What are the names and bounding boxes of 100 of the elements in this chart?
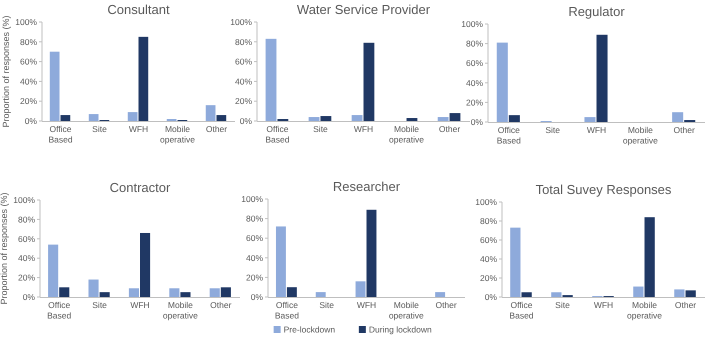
bar [100,292,110,297]
bar [633,286,644,297]
bar [356,281,366,297]
x-tick-label: WFH [356,300,376,310]
bar [521,292,532,297]
y-tick-label: 20% [480,272,498,283]
x-tick-label: Other [674,300,696,310]
bar [584,117,596,122]
bar [352,115,362,121]
bar [88,114,99,121]
x-tick-label: Mobile operative [622,125,658,146]
y-tick-label: 0% [470,116,484,127]
bar [364,42,374,121]
bar [286,287,297,297]
x-tick-label: Site [555,300,570,310]
x-tick-label: WFH [128,124,148,134]
bar [686,290,696,297]
y-tick-label: 0% [240,116,252,126]
y-tick-label: 60% [246,233,264,244]
x-tick-label: Other [210,300,232,310]
chart-title: Water Service Provider [296,2,431,17]
bar [672,112,684,122]
legend-label: During lockdown [368,324,432,335]
bar [435,292,446,297]
bar [128,112,138,121]
bar [50,52,60,121]
y-tick-label: 80% [466,38,484,49]
y-tick-label: 40% [466,78,484,88]
bar [48,244,58,297]
bar [674,289,685,297]
chart-title: Researcher [332,179,401,194]
x-tick-label: Mobile operative [389,124,424,144]
bar [206,105,216,121]
bar [210,288,220,297]
bar [551,292,562,297]
bar [216,115,226,121]
y-tick-label: 100% [15,16,38,27]
y-tick-label: 20% [234,96,252,106]
x-tick-label: Mobile operative [162,300,198,320]
x-tick-label: WFH [130,300,150,310]
y-axis-title: Proportion of responses (%) [0,192,9,305]
x-tick-label: Other [438,124,460,134]
x-tick-label: Office Based [48,124,73,144]
x-tick-label: WFH [586,125,606,135]
y-tick-label: 100% [230,16,252,27]
chart-title: Regulator [568,4,626,19]
y-tick-label: 20% [20,96,38,106]
y-axis-title: Proportion of responses (%) [1,15,11,128]
y-tick-label: 80% [480,216,498,226]
bar [140,232,150,297]
y-tick-label: 0% [484,292,498,302]
x-tick-label: Other [435,300,457,310]
chart-title: Contractor [110,180,172,195]
x-tick-label: Office Based [265,124,290,144]
bar [128,288,139,297]
bar [220,287,231,297]
x-tick-label: Site [313,124,328,134]
bar [308,117,320,121]
y-tick-label: 0% [22,292,36,302]
y-tick-label: 60% [234,56,252,67]
y-tick-label: 60% [466,58,484,68]
bar [316,292,326,297]
x-tick-label: Other [206,124,228,134]
y-tick-label: 20% [466,97,484,108]
y-tick-label: 0% [24,116,38,126]
bar [406,118,418,121]
y-tick-label: 20% [18,272,36,283]
x-tick-label: Other [674,125,695,135]
bar [496,42,508,122]
y-tick-label: 100% [461,18,484,29]
y-tick-label: 40% [234,76,252,86]
bar [276,226,286,297]
y-tick-label: 40% [20,76,38,86]
y-tick-label: 80% [234,36,252,47]
y-tick-label: 40% [480,254,498,264]
y-tick-label: 0% [250,292,264,302]
y-tick-label: 100% [13,194,36,205]
bar [510,228,520,297]
y-tick-label: 80% [18,214,36,224]
chart-title: Consultant [107,2,170,17]
bar [88,280,99,297]
y-tick-label: 40% [246,252,264,263]
x-tick-label: WFH [354,124,374,134]
bar [438,117,449,121]
bar [450,113,460,121]
bar [60,115,70,121]
x-tick-label: Site [319,300,334,310]
x-tick-label: Office Based [274,300,300,320]
x-tick-label: Mobile operative [627,300,662,320]
y-tick-label: 60% [18,234,36,244]
bar [138,36,148,121]
bar [508,115,520,122]
y-tick-label: 40% [18,253,36,264]
x-tick-label: Office Based [509,300,534,320]
x-tick-label: Mobile operative [388,300,424,320]
y-tick-label: 20% [246,272,264,282]
y-tick-label: 100% [241,194,264,204]
bar [644,217,655,297]
y-tick-label: 80% [246,214,264,224]
bar [180,292,191,297]
